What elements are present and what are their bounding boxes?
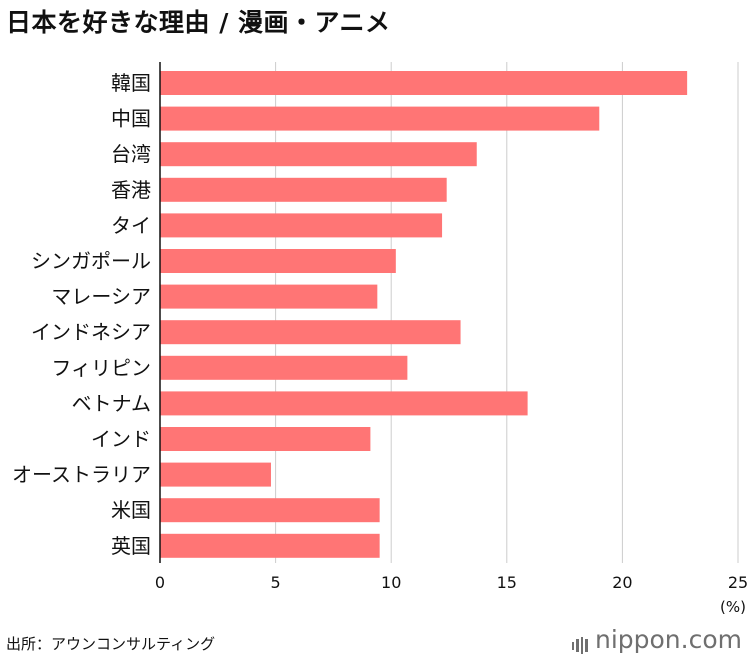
category-label: フィリピン <box>51 356 151 380</box>
nippon-logo-icon <box>571 630 590 654</box>
page-title: 日本を好きな理由 / 漫画・アニメ <box>6 8 391 37</box>
category-label: 米国 <box>111 498 151 522</box>
category-label: マレーシア <box>51 285 151 309</box>
category-label: 韓国 <box>111 71 151 95</box>
bar <box>160 427 371 451</box>
bar <box>160 284 378 309</box>
bar <box>160 533 380 558</box>
category-label: シンガポール <box>31 249 151 273</box>
bar <box>160 462 271 487</box>
x-tick-labels: 0 5 10 15 20 25 <box>155 573 748 592</box>
x-tick-label: 15 <box>497 573 517 592</box>
category-label: オーストラリア <box>12 463 151 487</box>
category-label: ベトナム <box>72 391 151 415</box>
category-labels: 韓国中国台湾香港タイシンガポールマレーシアインドネシアフィリピンベトナムインドオ… <box>12 71 151 558</box>
bars <box>160 71 688 558</box>
category-label: 中国 <box>111 107 151 131</box>
category-label: 台湾 <box>111 142 151 166</box>
category-label: 香港 <box>111 178 151 202</box>
brand-name: nippon <box>594 625 681 654</box>
bar <box>160 355 408 380</box>
bar <box>160 249 396 273</box>
x-tick-label: 5 <box>271 573 281 592</box>
x-axis-unit-label: (%) <box>720 598 746 616</box>
source-note: 出所：アウンコンサルティング <box>6 635 216 653</box>
x-tick-label: 10 <box>381 573 401 592</box>
category-label: 英国 <box>111 534 151 558</box>
x-tick-label: 20 <box>612 573 632 592</box>
category-label: タイ <box>111 213 151 237</box>
brand-suffix: .com <box>680 625 742 654</box>
bar <box>160 177 447 202</box>
grid-lines <box>275 62 739 563</box>
bar-chart: 韓国中国台湾香港タイシンガポールマレーシアインドネシアフィリピンベトナムインドオ… <box>12 62 748 616</box>
x-tick-label: 0 <box>155 573 165 592</box>
bar <box>160 142 477 167</box>
bar <box>160 213 443 238</box>
bar <box>160 391 528 416</box>
category-label: インドネシア <box>31 320 151 344</box>
x-tick-label: 25 <box>728 573 748 592</box>
category-label: インド <box>91 427 151 451</box>
bar <box>160 71 688 95</box>
bar <box>160 320 461 345</box>
bar <box>160 106 600 131</box>
bar <box>160 498 380 523</box>
brand-logo: nippon .com <box>571 625 742 654</box>
